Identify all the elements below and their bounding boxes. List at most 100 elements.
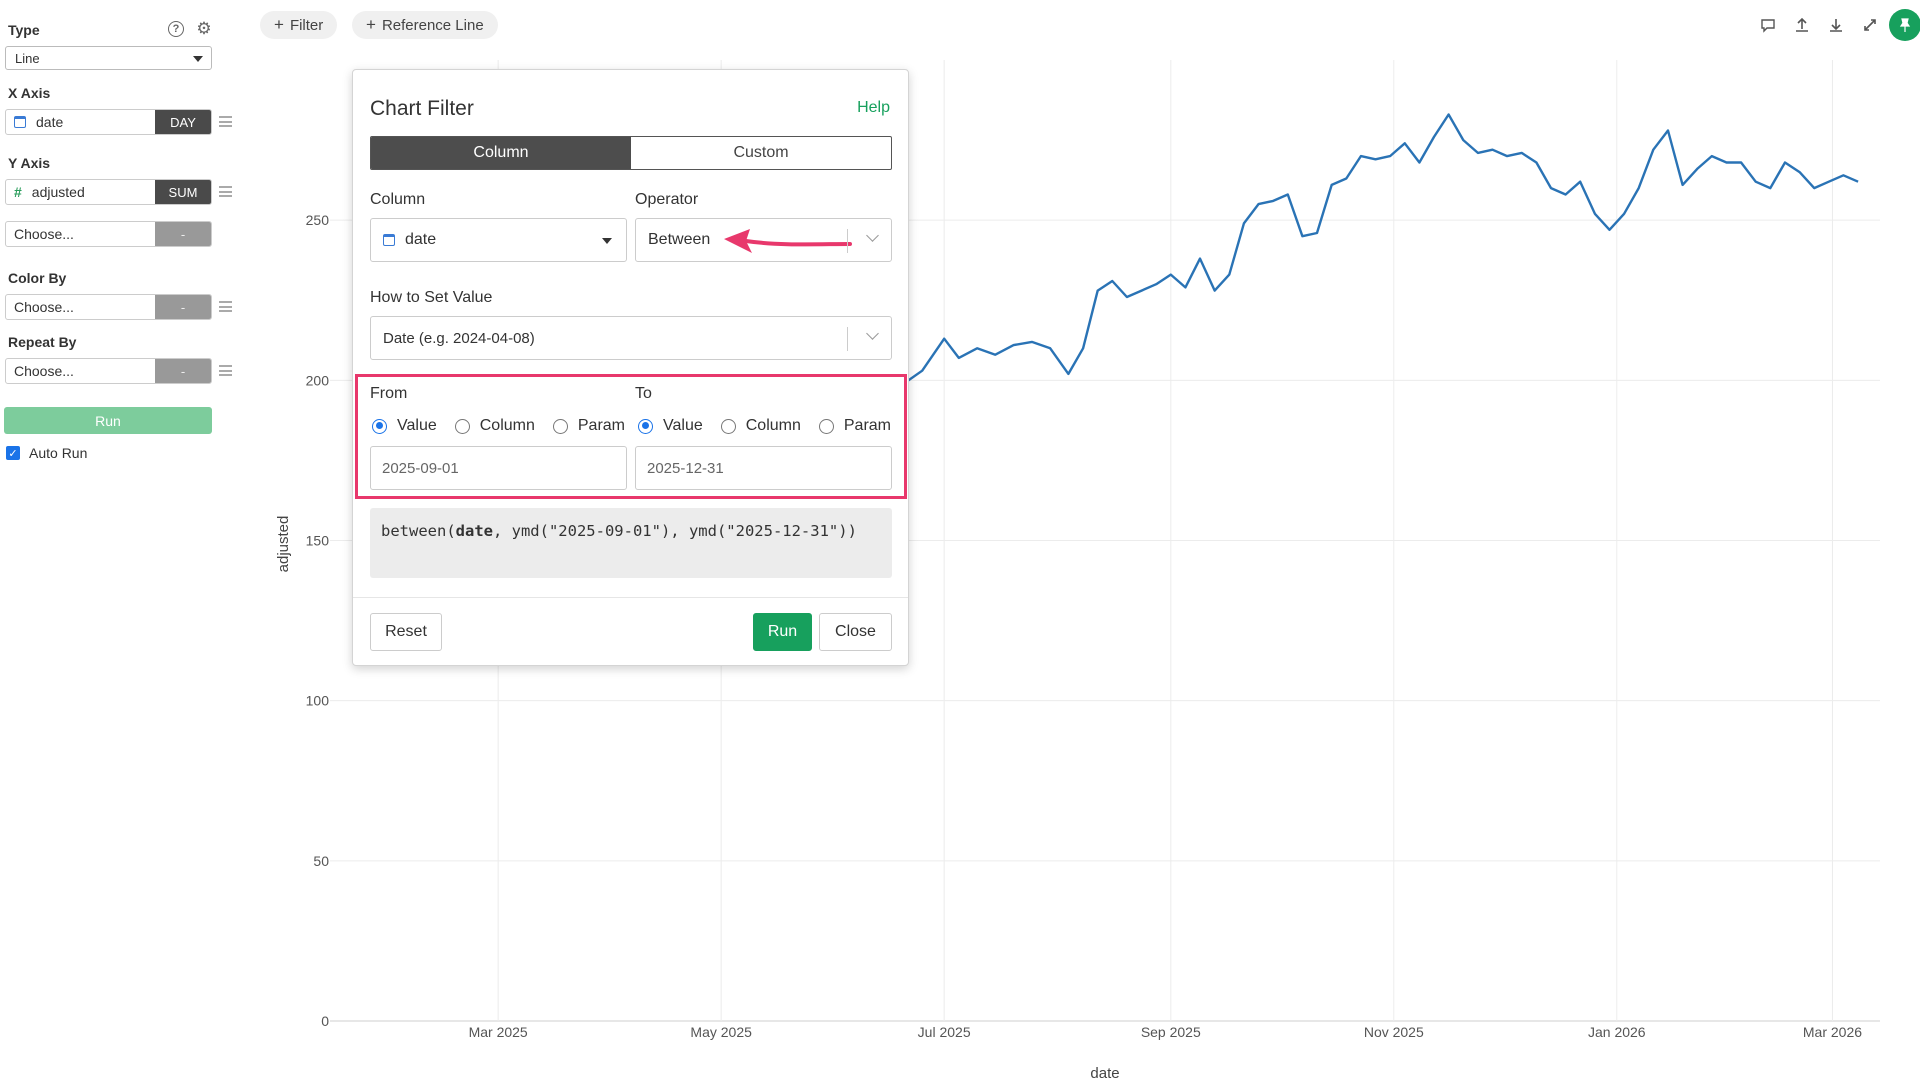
menu-icon[interactable]	[219, 116, 232, 127]
add-reference-line-button[interactable]: + Reference Line	[352, 11, 498, 39]
y-tick-label: 50	[313, 853, 329, 869]
calendar-icon	[14, 116, 26, 128]
to-value-radio-label: Value	[663, 417, 703, 434]
y-axis-extra-agg-button[interactable]: -	[155, 222, 211, 246]
from-label: From	[370, 385, 408, 402]
plus-icon: +	[274, 15, 284, 34]
pin-icon[interactable]	[1889, 9, 1920, 41]
expression-prefix: between(	[381, 522, 456, 540]
column-select-value: date	[405, 231, 437, 248]
to-column-radio-label: Column	[745, 417, 801, 434]
to-param-radio[interactable]	[818, 418, 834, 434]
comment-icon[interactable]	[1759, 16, 1777, 34]
y-axis-agg-button[interactable]: SUM	[155, 180, 211, 204]
from-column-radio-label: Column	[479, 417, 535, 434]
checkbox-checked-icon[interactable]: ✓	[6, 446, 20, 460]
dialog-footer-divider	[353, 597, 908, 598]
chevron-down-icon	[866, 327, 879, 340]
color-by-value: Choose...	[14, 299, 74, 315]
y-axis-extra-field[interactable]: Choose... -	[5, 221, 212, 247]
caret-down-icon	[193, 56, 203, 62]
calendar-icon	[383, 234, 395, 246]
to-value-radio[interactable]	[638, 418, 653, 434]
from-value-input[interactable]: 2025-09-01	[370, 446, 627, 490]
series-line	[395, 113, 1859, 392]
repeat-by-field[interactable]: Choose... -	[5, 358, 212, 384]
from-param-radio-label: Param	[577, 417, 625, 434]
x-axis-title: date	[1090, 1065, 1119, 1082]
repeat-by-value: Choose...	[14, 363, 74, 379]
filter-expression-preview: between(date, ymd("2025-09-01"), ymd("20…	[370, 508, 892, 578]
add-reference-line-label: Reference Line	[381, 16, 484, 34]
from-source-radio-group: Value Column Param	[372, 417, 643, 435]
chart-type-select[interactable]: Line	[5, 46, 212, 70]
y-tick-label: 150	[306, 533, 330, 549]
menu-icon[interactable]	[219, 365, 232, 376]
column-select[interactable]: date	[370, 218, 627, 262]
chevron-down-icon	[866, 229, 879, 242]
from-column-radio[interactable]	[454, 418, 470, 434]
x-tick-label: Nov 2025	[1364, 1024, 1424, 1040]
menu-icon[interactable]	[219, 301, 232, 312]
expand-icon[interactable]	[1861, 16, 1879, 34]
y-axis-field[interactable]: # adjusted SUM	[5, 179, 212, 205]
from-value-radio-label: Value	[397, 417, 437, 434]
gear-icon[interactable]: ⚙	[196, 19, 212, 38]
x-tick-label: Mar 2025	[469, 1024, 528, 1040]
tab-custom[interactable]: Custom	[733, 144, 789, 161]
y-axis-label: Y Axis	[8, 155, 51, 171]
from-value-radio[interactable]	[372, 418, 387, 434]
chart-filter-dialog: Chart Filter Help Column Custom Column O…	[352, 69, 909, 666]
operator-select[interactable]: Between	[635, 218, 892, 262]
x-axis-ticks: Mar 2025 May 2025 Jul 2025 Sep 2025 Nov 2025…	[469, 1024, 1863, 1040]
y-axis-field-value: adjusted	[31, 184, 85, 200]
upload-icon[interactable]	[1793, 16, 1811, 34]
auto-run-toggle[interactable]: ✓ Auto Run	[6, 445, 87, 461]
x-axis-field-value: date	[36, 114, 64, 130]
color-by-label: Color By	[8, 270, 67, 286]
y-axis-extra-value: Choose...	[14, 226, 74, 242]
plus-icon: +	[366, 15, 376, 34]
y-tick-label: 0	[321, 1013, 329, 1029]
tab-column[interactable]: Column	[371, 137, 631, 169]
arrow-annotation-icon	[724, 229, 852, 253]
to-value-input[interactable]: 2025-12-31	[635, 446, 892, 490]
chart-type-value: Line	[15, 50, 40, 66]
operator-select-value: Between	[648, 231, 711, 248]
from-param-radio[interactable]	[552, 418, 568, 434]
expression-rest: , ymd("2025-09-01"), ymd("2025-12-31"))	[492, 522, 857, 540]
how-to-set-value-label: How to Set Value	[370, 289, 493, 306]
how-to-set-value-select[interactable]: Date (e.g. 2024-04-08)	[370, 316, 892, 360]
color-by-field[interactable]: Choose... -	[5, 294, 212, 320]
x-tick-label: Mar 2026	[1803, 1024, 1862, 1040]
to-column-radio[interactable]	[720, 418, 736, 434]
y-tick-label: 250	[306, 212, 330, 228]
how-to-set-value-select-value: Date (e.g. 2024-04-08)	[383, 329, 535, 347]
download-icon[interactable]	[1827, 16, 1845, 34]
x-axis-field[interactable]: date DAY	[5, 109, 212, 135]
x-tick-label: Jan 2026	[1588, 1024, 1646, 1040]
color-by-agg-button[interactable]: -	[155, 295, 211, 319]
add-filter-label: Filter	[289, 16, 324, 34]
help-link[interactable]: Help	[857, 99, 890, 116]
y-axis-ticks: 0 50 100 150 200 250	[306, 212, 330, 1029]
chart-config-sidebar: Type ? ⚙ Line X Axis date DAY Y Axis # ad…	[0, 0, 240, 1090]
dialog-title: Chart Filter	[370, 97, 474, 120]
x-axis-agg-button[interactable]: DAY	[155, 110, 211, 134]
reset-button[interactable]: Reset	[370, 613, 442, 651]
number-icon: #	[14, 184, 22, 200]
help-icon[interactable]: ?	[168, 21, 184, 37]
menu-icon[interactable]	[219, 186, 232, 197]
repeat-by-agg-button[interactable]: -	[155, 359, 211, 383]
y-axis-title: adjusted	[275, 516, 292, 573]
operator-label: Operator	[635, 191, 699, 208]
to-label: To	[635, 385, 652, 402]
x-tick-label: Sep 2025	[1141, 1024, 1201, 1040]
close-button[interactable]: Close	[819, 613, 892, 651]
filter-mode-tabs: Column Custom	[370, 136, 892, 170]
add-filter-button[interactable]: + Filter	[260, 11, 338, 39]
chart-grid	[330, 60, 1880, 1022]
run-button[interactable]: Run	[753, 613, 812, 651]
sidebar-run-button[interactable]: Run	[4, 407, 212, 434]
